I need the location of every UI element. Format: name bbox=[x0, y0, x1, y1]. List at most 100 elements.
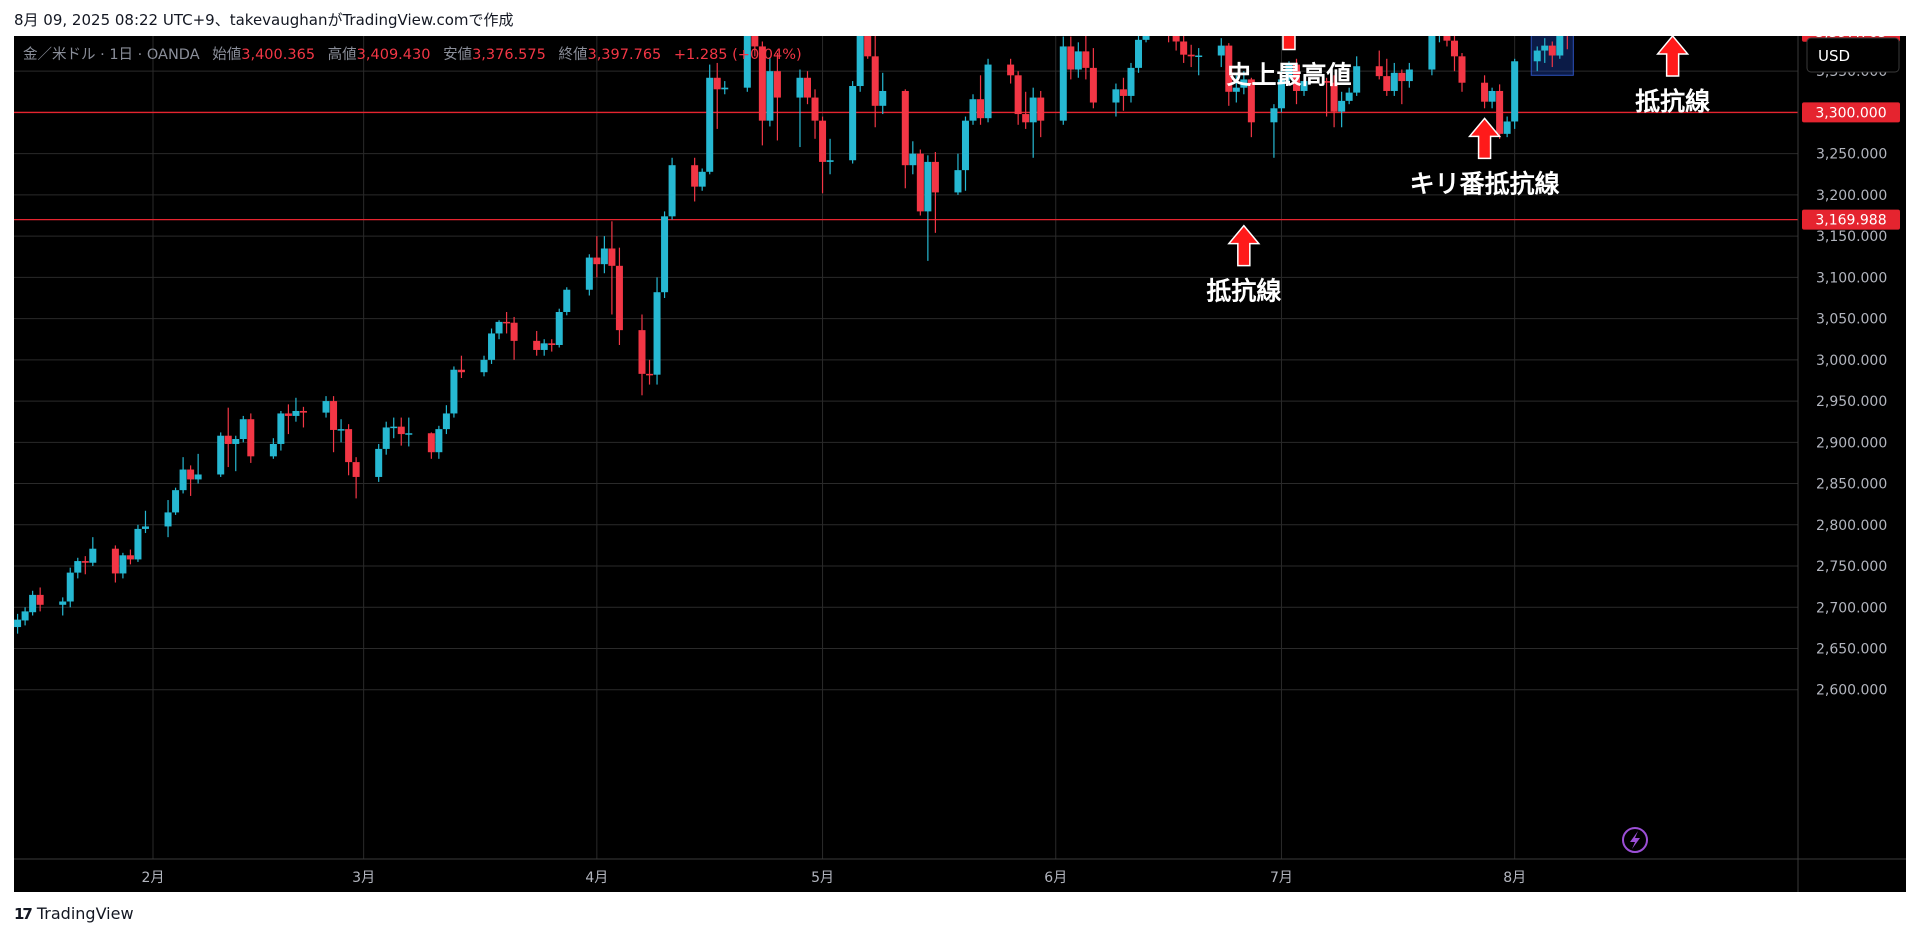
candle[interactable] bbox=[1398, 69, 1406, 105]
candle[interactable] bbox=[608, 221, 616, 315]
candle[interactable] bbox=[1195, 48, 1203, 76]
candle[interactable] bbox=[224, 407, 232, 468]
candle[interactable] bbox=[269, 438, 277, 459]
candle[interactable] bbox=[510, 316, 518, 360]
candle[interactable] bbox=[706, 64, 714, 175]
candle[interactable] bbox=[653, 277, 661, 385]
candle[interactable] bbox=[1022, 91, 1030, 129]
candle[interactable] bbox=[427, 432, 435, 459]
candle[interactable] bbox=[119, 552, 127, 579]
candle[interactable] bbox=[375, 443, 383, 482]
candle[interactable] bbox=[555, 308, 563, 348]
candle[interactable] bbox=[1375, 50, 1383, 80]
candle[interactable] bbox=[1067, 36, 1075, 80]
lightning-icon[interactable] bbox=[1622, 827, 1648, 853]
candle[interactable] bbox=[1390, 62, 1398, 96]
candle[interactable] bbox=[819, 116, 827, 194]
candle[interactable] bbox=[435, 425, 443, 459]
candle[interactable] bbox=[480, 355, 488, 377]
footer-brand[interactable]: 17 TradingView bbox=[14, 904, 134, 923]
candle[interactable] bbox=[247, 413, 255, 463]
candle[interactable] bbox=[1405, 62, 1413, 88]
candle[interactable] bbox=[796, 69, 804, 148]
candle[interactable] bbox=[179, 457, 187, 494]
candle[interactable] bbox=[1292, 58, 1300, 105]
candle[interactable] bbox=[661, 211, 669, 298]
candle[interactable] bbox=[284, 404, 292, 435]
candle[interactable] bbox=[390, 417, 398, 439]
candle[interactable] bbox=[1187, 44, 1195, 68]
candle[interactable] bbox=[1029, 87, 1037, 158]
candle[interactable] bbox=[1270, 104, 1278, 158]
candle[interactable] bbox=[856, 0, 864, 92]
candle[interactable] bbox=[187, 465, 195, 496]
candle[interactable] bbox=[141, 510, 149, 534]
candle[interactable] bbox=[1345, 87, 1353, 105]
candle[interactable] bbox=[668, 157, 676, 220]
candle[interactable] bbox=[1119, 77, 1127, 111]
candle[interactable] bbox=[1383, 58, 1391, 96]
candle[interactable] bbox=[1496, 84, 1504, 139]
candle[interactable] bbox=[503, 312, 511, 334]
candle[interactable] bbox=[232, 435, 240, 472]
candle[interactable] bbox=[638, 314, 646, 396]
candle[interactable] bbox=[977, 75, 985, 125]
candle[interactable] bbox=[74, 557, 82, 579]
candle[interactable] bbox=[909, 141, 917, 175]
candle[interactable] bbox=[954, 153, 962, 195]
candle[interactable] bbox=[961, 116, 969, 191]
candle[interactable] bbox=[1548, 41, 1556, 68]
candle[interactable] bbox=[713, 62, 721, 129]
candle[interactable] bbox=[1127, 62, 1135, 103]
candle[interactable] bbox=[457, 355, 465, 378]
candle[interactable] bbox=[916, 149, 924, 216]
candle[interactable] bbox=[14, 613, 22, 634]
candle[interactable] bbox=[21, 607, 29, 626]
candle[interactable] bbox=[1443, 0, 1451, 47]
candle[interactable] bbox=[1014, 71, 1022, 125]
candle[interactable] bbox=[758, 41, 766, 146]
candle[interactable] bbox=[1007, 58, 1015, 84]
candle[interactable] bbox=[1481, 75, 1489, 109]
candle[interactable] bbox=[172, 487, 180, 515]
candle[interactable] bbox=[1450, 34, 1458, 72]
candle[interactable] bbox=[1458, 53, 1466, 92]
chart-frame[interactable]: 史上最高値 キリ番抵抗線 抵抗線 抵抗線 2,600.000 2,650.000 2,70… bbox=[14, 0, 1906, 892]
candle[interactable] bbox=[1059, 36, 1067, 125]
candle[interactable] bbox=[1300, 75, 1308, 96]
candle[interactable] bbox=[1338, 91, 1346, 128]
candle[interactable] bbox=[871, 17, 879, 128]
candle[interactable] bbox=[277, 410, 285, 451]
candle[interactable] bbox=[811, 89, 819, 139]
candle[interactable] bbox=[134, 524, 142, 562]
candle[interactable] bbox=[1435, 0, 1443, 43]
candle[interactable] bbox=[969, 94, 977, 125]
candle[interactable] bbox=[164, 500, 172, 538]
candle[interactable] bbox=[879, 72, 887, 115]
candle[interactable] bbox=[442, 405, 450, 435]
candle[interactable] bbox=[1232, 75, 1240, 103]
candle[interactable] bbox=[1541, 38, 1549, 63]
candle[interactable] bbox=[450, 366, 458, 418]
candle[interactable] bbox=[330, 396, 338, 453]
candle[interactable] bbox=[563, 287, 571, 316]
candle[interactable] bbox=[1217, 38, 1225, 68]
candle[interactable] bbox=[1165, 0, 1173, 43]
candle[interactable] bbox=[924, 155, 932, 261]
candle[interactable] bbox=[646, 359, 654, 385]
candle[interactable] bbox=[194, 453, 202, 484]
candle[interactable] bbox=[1172, 29, 1180, 51]
candle[interactable] bbox=[1323, 77, 1331, 117]
candle[interactable] bbox=[322, 396, 330, 418]
candle[interactable] bbox=[345, 424, 353, 476]
candle[interactable] bbox=[36, 587, 44, 612]
candle[interactable] bbox=[1074, 42, 1082, 78]
candle[interactable] bbox=[1488, 87, 1496, 109]
candle[interactable] bbox=[111, 545, 119, 583]
candle[interactable] bbox=[292, 397, 300, 422]
candle[interactable] bbox=[1285, 61, 1293, 84]
candle[interactable] bbox=[773, 53, 781, 141]
candle[interactable] bbox=[548, 339, 556, 352]
candle[interactable] bbox=[1428, 28, 1436, 76]
